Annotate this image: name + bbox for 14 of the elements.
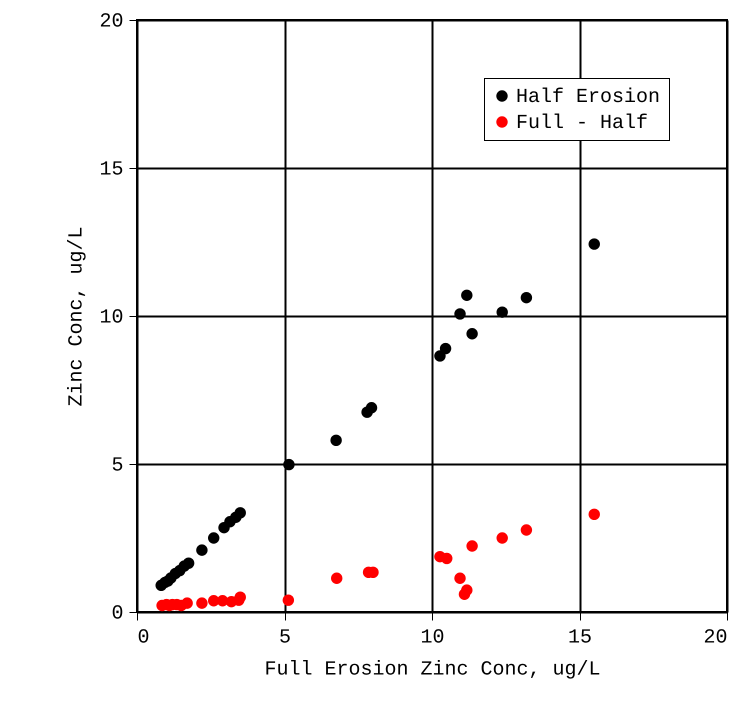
y-tick-label: 5 [111, 454, 124, 478]
y-tick-label: 20 [99, 10, 124, 34]
x-tick-label: 15 [568, 626, 592, 650]
x-tick-label: 20 [703, 626, 728, 650]
x-tick-label: 5 [278, 626, 292, 650]
x-tick-label: 0 [138, 626, 150, 650]
y-tick-label: 10 [99, 306, 124, 330]
y-axis-title: Zinc Conc, ug/L [65, 226, 88, 407]
legend-label: Half Erosion [516, 86, 660, 109]
x-axis-title: Full Erosion Zinc Conc, ug/L [264, 658, 601, 682]
y-tick-label: 15 [99, 158, 124, 182]
x-tick-label: 10 [420, 626, 445, 650]
legend-label: Full - Half [516, 112, 648, 135]
y-tick-label: 0 [111, 602, 124, 626]
